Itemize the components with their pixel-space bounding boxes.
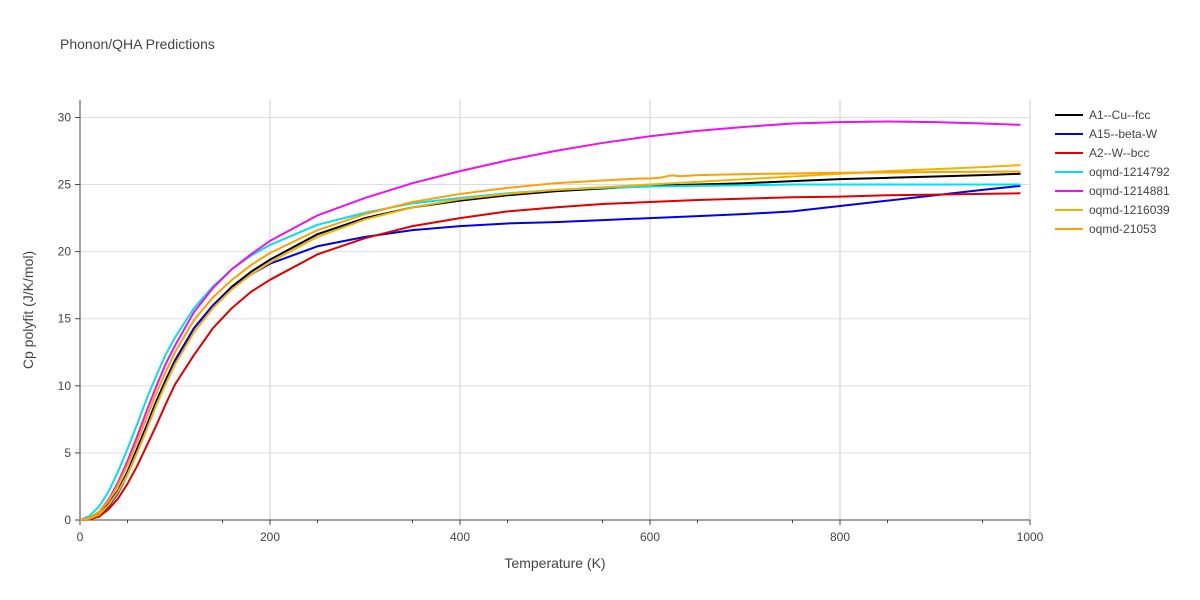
series-line-A1--Cu--fcc [79,172,1021,521]
series-line-oqmd-1216039 [79,164,1021,521]
y-tick-label: 30 [58,110,72,124]
legend-item-oqmd-1216039[interactable]: oqmd-1216039 [1055,203,1170,217]
grid [80,100,1031,520]
y-tick-label: 25 [58,178,72,192]
y-tick-label: 15 [58,312,72,326]
legend-label: A1--Cu--fcc [1089,108,1150,122]
y-tick-label: 0 [64,513,71,527]
legend-label: oqmd-1216039 [1089,203,1170,217]
x-tick-label: 800 [830,530,850,544]
legend-label: oqmd-1214792 [1089,165,1170,179]
series-lines [79,120,1021,521]
legend-label: A15--beta-W [1089,127,1158,141]
x-tick-label: 1000 [1017,530,1044,544]
y-tick-label: 5 [64,446,71,460]
legend-item-A15--beta-W[interactable]: A15--beta-W [1055,127,1158,141]
y-axis-title: Cp polyfit (J/K/mol) [20,251,36,369]
x-tick-label: 0 [77,530,84,544]
x-tick-label: 600 [640,530,660,544]
legend-item-A2--W--bcc[interactable]: A2--W--bcc [1055,146,1149,160]
legend-label: oqmd-1214881 [1089,184,1170,198]
y-tick-label: 10 [58,379,72,393]
x-tick-label: 400 [450,530,470,544]
series-line-A2--W--bcc [79,192,1021,521]
x-axis-title: Temperature (K) [504,555,605,571]
series-line-oqmd-1214881 [79,120,1021,521]
legend-label: A2--W--bcc [1089,146,1149,160]
legend-item-A1--Cu--fcc[interactable]: A1--Cu--fcc [1055,108,1150,122]
chart-title: Phonon/QHA Predictions [60,36,215,52]
series-line-A15--beta-W [79,184,1021,521]
x-tick-label: 200 [260,530,280,544]
legend-label: oqmd-21053 [1089,222,1157,236]
legend-item-oqmd-21053[interactable]: oqmd-21053 [1055,222,1157,236]
legend-item-oqmd-1214881[interactable]: oqmd-1214881 [1055,184,1170,198]
legend: A1--Cu--fcc A15--beta-W A2--W--bcc oqmd-121… [1055,108,1170,236]
legend-item-oqmd-1214792[interactable]: oqmd-1214792 [1055,165,1170,179]
axes: 0 200 400 600 800 1000 0 5 10 15 20 25 30 [58,100,1044,544]
y-tick-label: 20 [58,245,72,259]
series-line-oqmd-21053 [79,170,1021,521]
series-line-oqmd-1214792 [79,183,1021,521]
